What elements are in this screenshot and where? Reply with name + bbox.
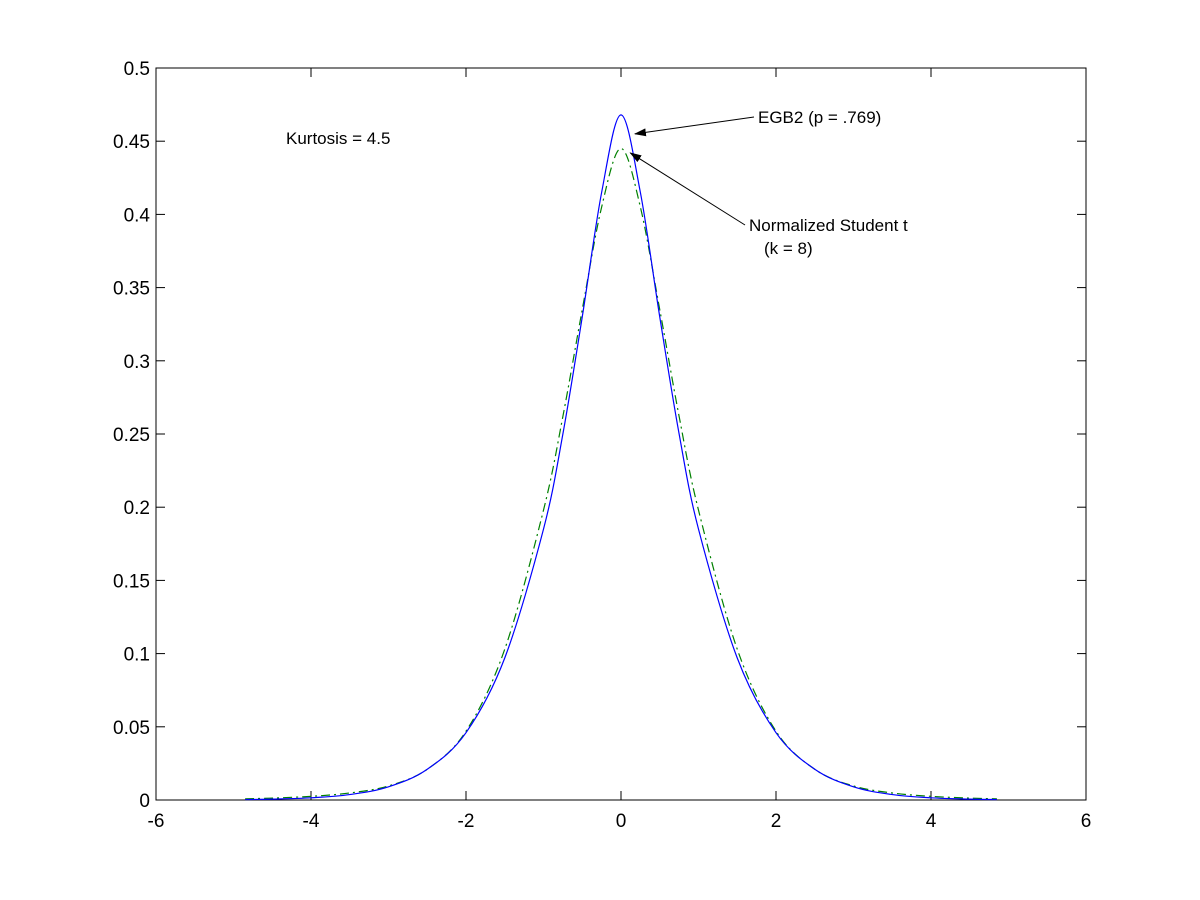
y-tick-label: 0.15 <box>113 571 150 592</box>
series-lines <box>245 114 997 801</box>
axis-ticks <box>155 67 1087 801</box>
x-tick-label: -2 <box>458 811 475 832</box>
y-tick-label: 0.05 <box>113 718 150 739</box>
y-tick-label: 0.5 <box>124 59 150 80</box>
y-tick-label: 0.25 <box>113 425 150 446</box>
y-tick-label: 0.4 <box>124 205 151 226</box>
y-tick-label: 0.2 <box>124 498 150 519</box>
y-tick-label: 0.3 <box>124 352 150 373</box>
plot-area <box>155 67 1087 801</box>
x-tick-labels: -6 -4 -2 0 2 4 6 <box>148 811 1092 832</box>
x-tick-label: 6 <box>1081 811 1092 832</box>
y-tick-label: 0.45 <box>113 132 150 153</box>
annotation-student-t-arrow <box>629 152 746 226</box>
y-tick-label: 0.35 <box>113 279 150 300</box>
annotation-egb2-label: EGB2 (p = .769) <box>758 108 881 127</box>
x-tick-label: -6 <box>148 811 165 832</box>
y-tick-labels: 0 0.05 0.1 0.15 0.2 0.25 0.3 0.35 0.4 0.45 0.5 <box>113 59 150 812</box>
y-tick-label: 0.1 <box>124 645 150 666</box>
x-tick-label: 4 <box>926 811 937 832</box>
x-tick-label: 0 <box>616 811 627 832</box>
y-tick-label: 0 <box>139 791 150 812</box>
annotation-egb2-arrow <box>633 116 755 137</box>
annotation-student-t-param: (k = 8) <box>764 239 813 258</box>
annotation-student-t-label: Normalized Student t <box>749 216 908 235</box>
x-tick-label: -4 <box>303 811 320 832</box>
x-tick-label: 2 <box>771 811 782 832</box>
egb2-curve <box>245 114 997 801</box>
annotation-kurtosis: Kurtosis = 4.5 <box>286 129 390 148</box>
